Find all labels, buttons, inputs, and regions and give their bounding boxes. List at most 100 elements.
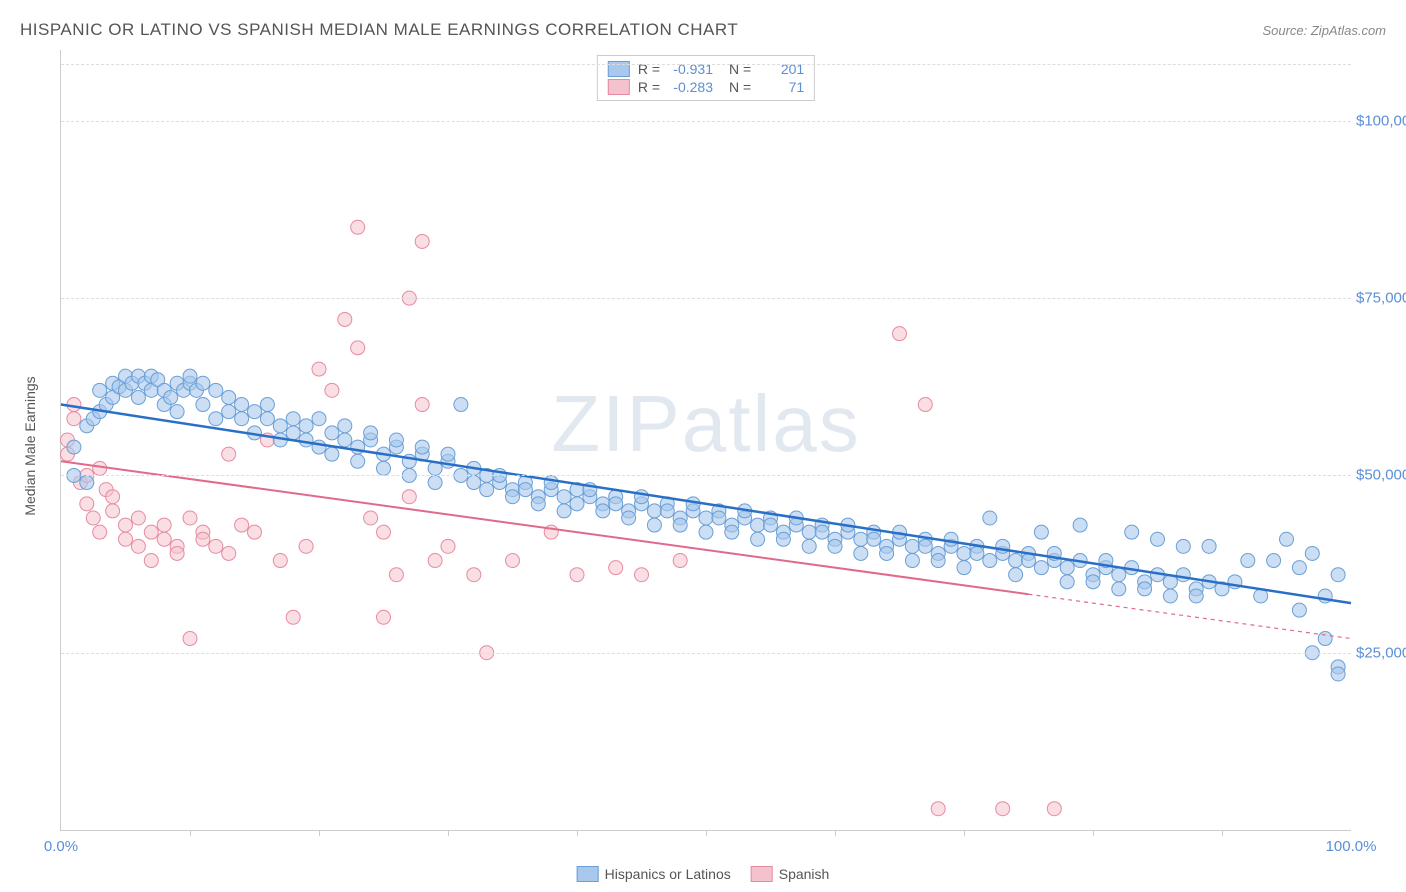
scatter-point — [828, 539, 842, 553]
scatter-point — [119, 532, 133, 546]
x-tick-mark — [1093, 830, 1094, 836]
scatter-point — [983, 511, 997, 525]
scatter-point — [970, 546, 984, 560]
scatter-point — [415, 398, 429, 412]
scatter-point — [557, 504, 571, 518]
scatter-point — [402, 490, 416, 504]
scatter-point — [544, 476, 558, 490]
legend-row-series1: R = -0.931 N = 201 — [608, 60, 804, 78]
scatter-point — [106, 504, 120, 518]
scatter-point — [1151, 532, 1165, 546]
scatter-point — [1292, 603, 1306, 617]
scatter-point — [338, 312, 352, 326]
scatter-point — [1292, 561, 1306, 575]
scatter-point — [1022, 554, 1036, 568]
scatter-point — [222, 447, 236, 461]
scatter-point — [854, 546, 868, 560]
scatter-point — [377, 525, 391, 539]
scatter-point — [164, 390, 178, 404]
scatter-point — [467, 568, 481, 582]
scatter-point — [196, 532, 210, 546]
scatter-point — [80, 476, 94, 490]
scatter-point — [157, 532, 171, 546]
scatter-point — [1267, 554, 1281, 568]
scatter-point — [131, 390, 145, 404]
x-tick-mark — [706, 830, 707, 836]
series2-name: Spanish — [779, 866, 830, 882]
scatter-point — [351, 220, 365, 234]
scatter-point — [441, 447, 455, 461]
scatter-point — [1073, 518, 1087, 532]
scatter-point — [609, 497, 623, 511]
scatter-point — [119, 518, 133, 532]
r-label: R = — [638, 79, 660, 95]
scatter-point — [1034, 525, 1048, 539]
scatter-point — [183, 369, 197, 383]
scatter-point — [1280, 532, 1294, 546]
scatter-point — [209, 412, 223, 426]
scatter-point — [415, 234, 429, 248]
scatter-point — [712, 511, 726, 525]
scatter-point — [273, 419, 287, 433]
scatter-point — [647, 504, 661, 518]
scatter-point — [570, 497, 584, 511]
swatch-series1-bottom — [577, 866, 599, 882]
chart-header: HISPANIC OR LATINO VS SPANISH MEDIAN MAL… — [20, 20, 1386, 40]
scatter-point — [622, 511, 636, 525]
chart-title: HISPANIC OR LATINO VS SPANISH MEDIAN MAL… — [20, 20, 738, 40]
scatter-point — [170, 546, 184, 560]
scatter-point — [1331, 667, 1345, 681]
x-tick-mark — [319, 830, 320, 836]
scatter-point — [144, 554, 158, 568]
x-tick-mark — [964, 830, 965, 836]
scatter-point — [802, 525, 816, 539]
scatter-point — [1009, 568, 1023, 582]
scatter-point — [222, 390, 236, 404]
r-value-series2: -0.283 — [668, 79, 713, 95]
scatter-point — [441, 539, 455, 553]
scatter-point — [144, 525, 158, 539]
scatter-point — [764, 518, 778, 532]
scatter-point — [506, 490, 520, 504]
scatter-point — [338, 433, 352, 447]
scatter-point — [1125, 525, 1139, 539]
scatter-point — [918, 398, 932, 412]
scatter-point — [377, 610, 391, 624]
scatter-point — [815, 525, 829, 539]
scatter-point — [351, 341, 365, 355]
series-legend: Hispanics or Latinos Spanish — [577, 866, 830, 882]
scatter-point — [944, 532, 958, 546]
scatter-point — [235, 518, 249, 532]
legend-item-series1: Hispanics or Latinos — [577, 866, 731, 882]
x-tick-mark — [190, 830, 191, 836]
scatter-point — [299, 419, 313, 433]
scatter-point — [673, 554, 687, 568]
scatter-point — [905, 554, 919, 568]
scatter-point — [93, 461, 107, 475]
scatter-point — [1318, 632, 1332, 646]
scatter-point — [931, 802, 945, 816]
scatter-point — [377, 461, 391, 475]
y-tick-label: $25,000 — [1356, 644, 1406, 661]
n-label: N = — [729, 79, 751, 95]
scatter-point — [93, 383, 107, 397]
scatter-point — [389, 568, 403, 582]
scatter-point — [364, 511, 378, 525]
swatch-series2 — [608, 79, 630, 95]
scatter-point — [699, 525, 713, 539]
scatter-point — [286, 610, 300, 624]
y-tick-label: $100,000 — [1356, 112, 1406, 129]
scatter-point — [905, 539, 919, 553]
scatter-point — [467, 476, 481, 490]
scatter-point — [1176, 568, 1190, 582]
scatter-point — [1138, 582, 1152, 596]
gridline — [61, 298, 1351, 299]
scatter-point — [428, 554, 442, 568]
scatter-point — [196, 398, 210, 412]
scatter-point — [660, 504, 674, 518]
scatter-point — [557, 490, 571, 504]
scatter-point — [86, 511, 100, 525]
scatter-point — [609, 561, 623, 575]
scatter-point — [480, 483, 494, 497]
scatter-svg — [61, 50, 1351, 830]
